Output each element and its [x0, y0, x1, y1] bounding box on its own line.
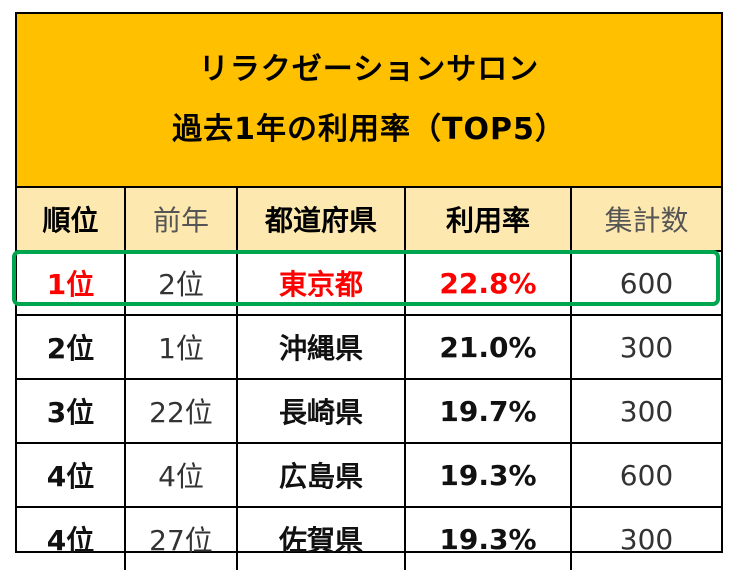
prefecture-cell: 広島県 [237, 443, 406, 508]
rank-cell: 4位 [17, 507, 126, 570]
table-row: 2位 1位 沖縄県 21.0% 300 [17, 315, 721, 380]
header-sample-count: 集計数 [571, 188, 721, 252]
prefecture-cell: 東京都 [237, 251, 406, 316]
prefecture-cell: 長崎県 [237, 379, 406, 444]
previous-rank-cell: 27位 [125, 507, 238, 570]
table-row: 3位 22位 長崎県 19.7% 300 [17, 379, 721, 444]
count-cell: 600 [571, 443, 721, 508]
count-cell: 300 [619, 522, 674, 556]
rank-cell: 1位 [17, 251, 126, 316]
prefecture-cell: 佐賀県 [237, 507, 406, 570]
previous-rank-cell: 4位 [125, 443, 238, 508]
ranking-table-frame: リラクゼーションサロン 過去1年の利用率（TOP5） 順位 前年 都道府県 利用… [15, 12, 723, 570]
previous-rank-cell: 1位 [125, 315, 238, 380]
previous-rank-cell: 2位 [125, 251, 238, 316]
title-line-1: リラクゼーションサロン [198, 52, 540, 87]
usage-rate-cell: 22.8% [405, 251, 572, 316]
count-cell: 300 [571, 379, 721, 444]
rank-cell: 4位 [17, 443, 126, 508]
table-row: 4位 27位 佐賀県 19.3% 300 [17, 507, 721, 570]
table-row: 4位 4位 広島県 19.3% 600 [17, 443, 721, 508]
count-cell: 300 [571, 315, 721, 380]
title-banner: リラクゼーションサロン 過去1年の利用率（TOP5） [17, 14, 721, 188]
header-usage-rate: 利用率 [405, 188, 572, 252]
rank-cell: 2位 [17, 315, 126, 380]
header-previous-year: 前年 [125, 188, 238, 252]
usage-rate-cell: 19.7% [405, 379, 572, 444]
usage-rate-cell: 21.0% [405, 315, 572, 380]
usage-rate-cell: 19.3% [405, 443, 572, 508]
header-row: 順位 前年 都道府県 利用率 集計数 [17, 188, 721, 252]
previous-rank-cell: 22位 [125, 379, 238, 444]
header-rank: 順位 [17, 188, 126, 252]
usage-rate-cell: 19.3% [405, 507, 572, 570]
prefecture-cell: 沖縄県 [237, 315, 406, 380]
table-row: 1位 2位 東京都 22.8% 600 [17, 251, 721, 316]
ranking-table: 順位 前年 都道府県 利用率 集計数 1位 2位 東京都 22.8% 600 2… [17, 188, 721, 570]
rank-cell: 3位 [17, 379, 126, 444]
count-cell: 600 [571, 251, 721, 316]
title-line-2: 過去1年の利用率（TOP5） [172, 112, 566, 147]
header-prefecture: 都道府県 [237, 188, 406, 252]
